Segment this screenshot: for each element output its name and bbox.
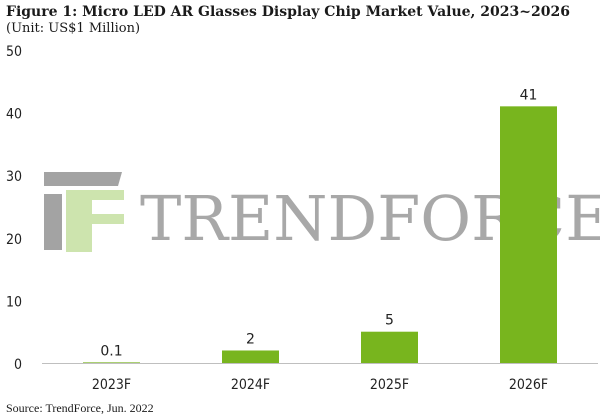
bar-2026F xyxy=(500,106,557,363)
data-label: 2 xyxy=(246,331,255,347)
y-axis: 0 10 20 30 40 50 xyxy=(6,44,22,373)
y-tick-label: 20 xyxy=(6,232,22,248)
data-label: 0.1 xyxy=(100,343,122,359)
x-tick-label: 2025F xyxy=(370,377,409,393)
y-tick-label: 30 xyxy=(6,169,22,185)
trendforce-tf-logo-icon xyxy=(44,172,124,252)
y-tick-label: 0 xyxy=(14,357,22,373)
x-tick-label: 2026F xyxy=(509,377,548,393)
y-tick-label: 10 xyxy=(6,294,22,310)
bar-2023F xyxy=(83,362,140,364)
source-note: Source: TrendForce, Jun. 2022 xyxy=(6,401,154,415)
x-tick-label: 2024F xyxy=(231,377,270,393)
x-axis: 2023F 2024F 2025F 2026F xyxy=(92,377,548,393)
bar-2025F xyxy=(361,331,418,363)
data-label: 5 xyxy=(385,313,394,329)
bar-2024F xyxy=(222,350,279,363)
chart-unit-label: (Unit: US$1 Million) xyxy=(6,21,141,36)
data-label: 41 xyxy=(520,87,538,103)
chart-title: Figure 1: Micro LED AR Glasses Display C… xyxy=(6,4,570,20)
y-tick-label: 40 xyxy=(6,107,22,123)
bar-series xyxy=(83,106,557,364)
x-tick-label: 2023F xyxy=(92,377,131,393)
y-tick-label: 50 xyxy=(6,44,22,60)
data-labels: 0.1 2 5 41 xyxy=(100,87,537,359)
